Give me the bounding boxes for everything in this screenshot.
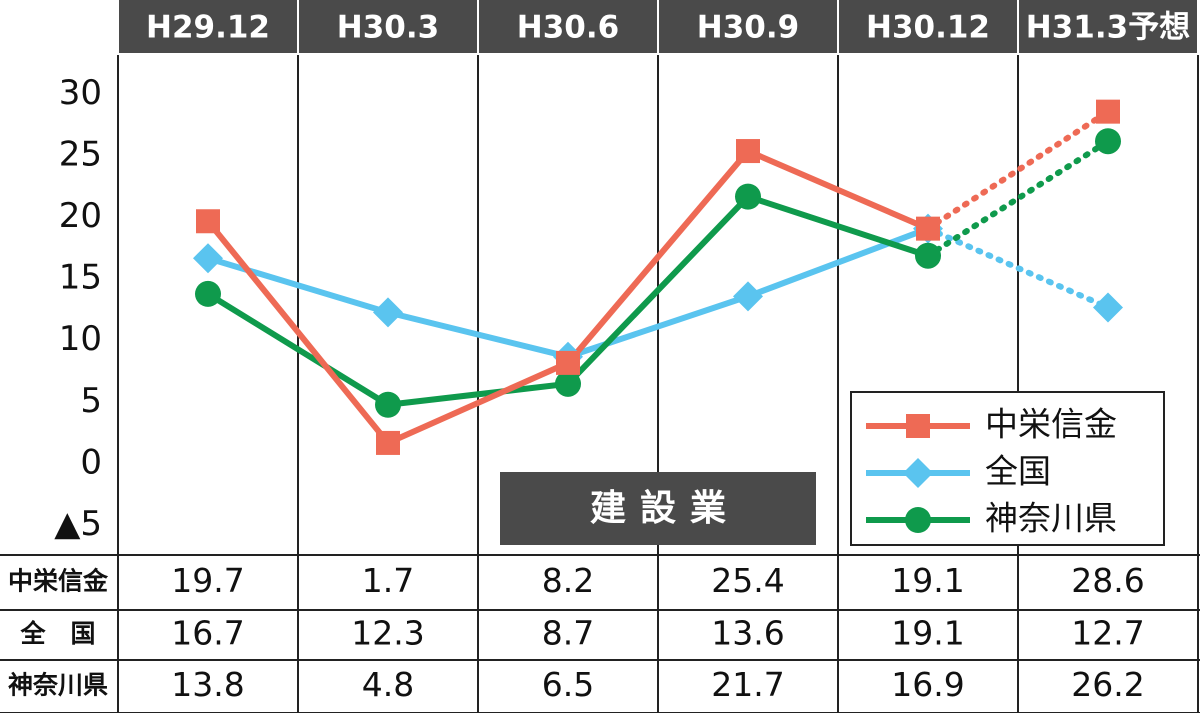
forecast-line xyxy=(925,108,1111,232)
marker xyxy=(556,350,580,375)
header-cell xyxy=(299,0,477,53)
annotation-box xyxy=(500,472,816,545)
y-tick-label: 0 xyxy=(80,442,102,482)
legend-label: 全国 xyxy=(985,452,1051,491)
table-cell: 25.4 xyxy=(711,561,784,600)
marker xyxy=(736,139,760,164)
marker xyxy=(375,391,401,418)
table-cell: 8.7 xyxy=(542,614,594,653)
row-label: 中栄信金 xyxy=(8,567,109,596)
table-cell: 21.7 xyxy=(711,665,784,704)
x-tick-label: H30.12 xyxy=(866,10,990,46)
table-cell: 26.2 xyxy=(1071,665,1144,704)
table-cell: 16.7 xyxy=(171,614,244,653)
y-tick-label: ▲5 xyxy=(54,504,102,544)
y-tick-label: 25 xyxy=(59,134,102,174)
forecast-line xyxy=(925,138,1111,259)
header-cell xyxy=(659,0,837,53)
table-cell: 28.6 xyxy=(1071,561,1144,600)
marker xyxy=(735,183,761,210)
y-tick-label: 20 xyxy=(59,196,102,236)
marker xyxy=(373,297,403,328)
table-cell: 13.6 xyxy=(711,614,784,653)
legend-label: 中栄信金 xyxy=(985,405,1117,444)
marker xyxy=(906,414,930,438)
table-cell: 12.7 xyxy=(1071,614,1144,653)
line xyxy=(205,147,930,447)
header-cell xyxy=(119,0,297,53)
y-tick-label: 5 xyxy=(80,381,102,421)
annotation: 建設業 xyxy=(590,488,740,529)
table-cell: 13.8 xyxy=(171,665,244,704)
marker xyxy=(196,209,220,234)
y-tick-label: 30 xyxy=(59,73,102,113)
marker xyxy=(193,243,223,274)
marker xyxy=(916,216,940,241)
table-cell: 6.5 xyxy=(542,665,594,704)
marker xyxy=(195,280,221,307)
marker xyxy=(1093,292,1123,323)
table-cell: 19.7 xyxy=(171,561,244,600)
marker xyxy=(1095,128,1121,155)
row-label: 神奈川県 xyxy=(8,671,108,700)
y-tick-label: 10 xyxy=(59,319,102,359)
line xyxy=(207,225,930,360)
table-cell: 12.3 xyxy=(351,614,424,653)
marker xyxy=(905,507,931,533)
marker xyxy=(376,430,400,455)
marker xyxy=(903,458,933,488)
marker xyxy=(915,242,941,269)
header-cell xyxy=(1019,0,1197,53)
table-cell: 16.9 xyxy=(891,665,964,704)
table-cell: 1.7 xyxy=(362,561,414,600)
x-tick-label: H31.3予想 xyxy=(1026,10,1190,46)
marker xyxy=(733,281,763,312)
x-tick-label: H30.3 xyxy=(337,10,439,46)
x-tick-label: H29.12 xyxy=(146,10,270,46)
header-cell xyxy=(839,0,1017,53)
table-cell: 8.2 xyxy=(542,561,594,600)
x-tick-label: H30.6 xyxy=(517,10,619,46)
table-cell: 19.1 xyxy=(891,561,964,600)
marker xyxy=(555,370,581,397)
forecast-line xyxy=(925,225,1111,311)
row-label: 全 国 xyxy=(19,619,95,648)
table-cell: 19.1 xyxy=(891,614,964,653)
legend-label: 神奈川県 xyxy=(985,499,1117,538)
x-tick-label: H30.9 xyxy=(697,10,799,46)
table-cell: 4.8 xyxy=(362,665,414,704)
header-cell xyxy=(479,0,657,53)
marker xyxy=(1096,99,1120,124)
y-tick-label: 15 xyxy=(59,258,102,298)
